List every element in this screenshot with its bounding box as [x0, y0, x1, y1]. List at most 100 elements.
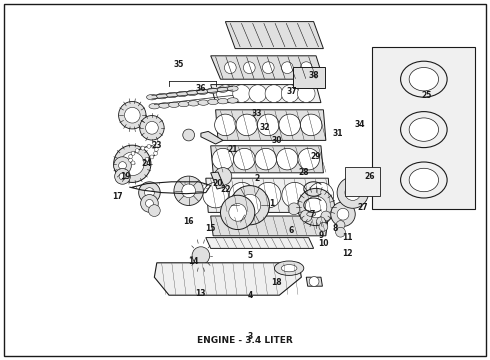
- Ellipse shape: [401, 112, 447, 148]
- Text: 14: 14: [188, 256, 199, 266]
- Text: 11: 11: [343, 233, 353, 242]
- Text: 1: 1: [270, 199, 274, 208]
- Circle shape: [300, 210, 312, 222]
- Text: 26: 26: [365, 172, 375, 181]
- Circle shape: [147, 144, 151, 148]
- Circle shape: [336, 227, 345, 237]
- Ellipse shape: [177, 91, 188, 97]
- Ellipse shape: [159, 103, 170, 108]
- Circle shape: [220, 195, 255, 230]
- Circle shape: [336, 221, 345, 229]
- Circle shape: [183, 129, 195, 141]
- Ellipse shape: [167, 93, 177, 98]
- Circle shape: [249, 85, 267, 102]
- Circle shape: [305, 196, 327, 218]
- Polygon shape: [225, 22, 323, 49]
- Ellipse shape: [207, 88, 218, 94]
- Ellipse shape: [401, 61, 447, 97]
- Ellipse shape: [401, 162, 447, 198]
- Circle shape: [265, 85, 283, 102]
- Text: 37: 37: [286, 87, 297, 96]
- Circle shape: [131, 152, 135, 155]
- Circle shape: [119, 162, 126, 170]
- Circle shape: [148, 205, 160, 216]
- Circle shape: [337, 177, 368, 208]
- Polygon shape: [306, 277, 322, 286]
- Text: 4: 4: [247, 291, 252, 300]
- Ellipse shape: [274, 261, 304, 275]
- Text: 17: 17: [112, 192, 123, 201]
- Circle shape: [224, 62, 236, 73]
- Circle shape: [308, 183, 334, 208]
- Ellipse shape: [409, 118, 439, 141]
- Bar: [372, 47, 475, 209]
- Circle shape: [140, 116, 164, 140]
- Circle shape: [321, 211, 331, 221]
- Circle shape: [255, 148, 276, 170]
- Text: 12: 12: [343, 249, 353, 258]
- Ellipse shape: [227, 98, 238, 103]
- Circle shape: [319, 222, 328, 231]
- Circle shape: [288, 203, 300, 215]
- Circle shape: [192, 247, 210, 264]
- Ellipse shape: [149, 104, 160, 109]
- Text: 6: 6: [289, 226, 294, 235]
- Circle shape: [150, 155, 154, 159]
- Ellipse shape: [188, 101, 199, 106]
- Circle shape: [214, 168, 232, 185]
- Text: 9: 9: [318, 231, 323, 240]
- Circle shape: [244, 62, 255, 73]
- Polygon shape: [211, 172, 224, 189]
- Circle shape: [300, 114, 322, 136]
- Circle shape: [141, 146, 145, 150]
- Circle shape: [182, 184, 196, 198]
- Circle shape: [276, 148, 298, 170]
- Text: 29: 29: [311, 152, 321, 161]
- Text: 23: 23: [151, 141, 162, 150]
- Circle shape: [152, 145, 156, 149]
- Bar: [345, 167, 380, 196]
- Ellipse shape: [218, 99, 228, 104]
- Text: 16: 16: [183, 217, 194, 226]
- Circle shape: [139, 182, 160, 203]
- Text: 36: 36: [196, 84, 206, 93]
- Polygon shape: [154, 263, 301, 295]
- Circle shape: [145, 157, 149, 161]
- Circle shape: [115, 168, 130, 184]
- Circle shape: [229, 183, 255, 208]
- Ellipse shape: [217, 87, 228, 93]
- Circle shape: [217, 85, 234, 102]
- Circle shape: [233, 85, 250, 102]
- Text: 32: 32: [259, 123, 270, 132]
- Text: 28: 28: [298, 168, 309, 177]
- Circle shape: [229, 204, 246, 221]
- Text: 18: 18: [271, 278, 282, 287]
- Circle shape: [297, 85, 315, 102]
- Circle shape: [258, 114, 279, 136]
- Text: 21: 21: [227, 145, 238, 154]
- Ellipse shape: [157, 94, 168, 99]
- Circle shape: [279, 114, 300, 136]
- Circle shape: [281, 85, 299, 102]
- Ellipse shape: [197, 89, 208, 95]
- Circle shape: [281, 62, 293, 73]
- Circle shape: [234, 148, 255, 170]
- Circle shape: [298, 148, 319, 170]
- Circle shape: [131, 161, 135, 165]
- Ellipse shape: [307, 212, 316, 216]
- Polygon shape: [206, 238, 314, 248]
- Text: 8: 8: [333, 224, 338, 233]
- Circle shape: [262, 62, 274, 73]
- Text: 15: 15: [205, 224, 216, 233]
- Text: 31: 31: [333, 129, 343, 138]
- Polygon shape: [216, 110, 326, 140]
- Circle shape: [297, 188, 335, 226]
- Ellipse shape: [178, 102, 189, 107]
- Text: 33: 33: [252, 109, 263, 118]
- Circle shape: [230, 186, 270, 225]
- Circle shape: [146, 199, 153, 207]
- Circle shape: [309, 276, 319, 287]
- Polygon shape: [211, 56, 323, 79]
- Circle shape: [282, 183, 307, 208]
- Text: 24: 24: [142, 159, 152, 168]
